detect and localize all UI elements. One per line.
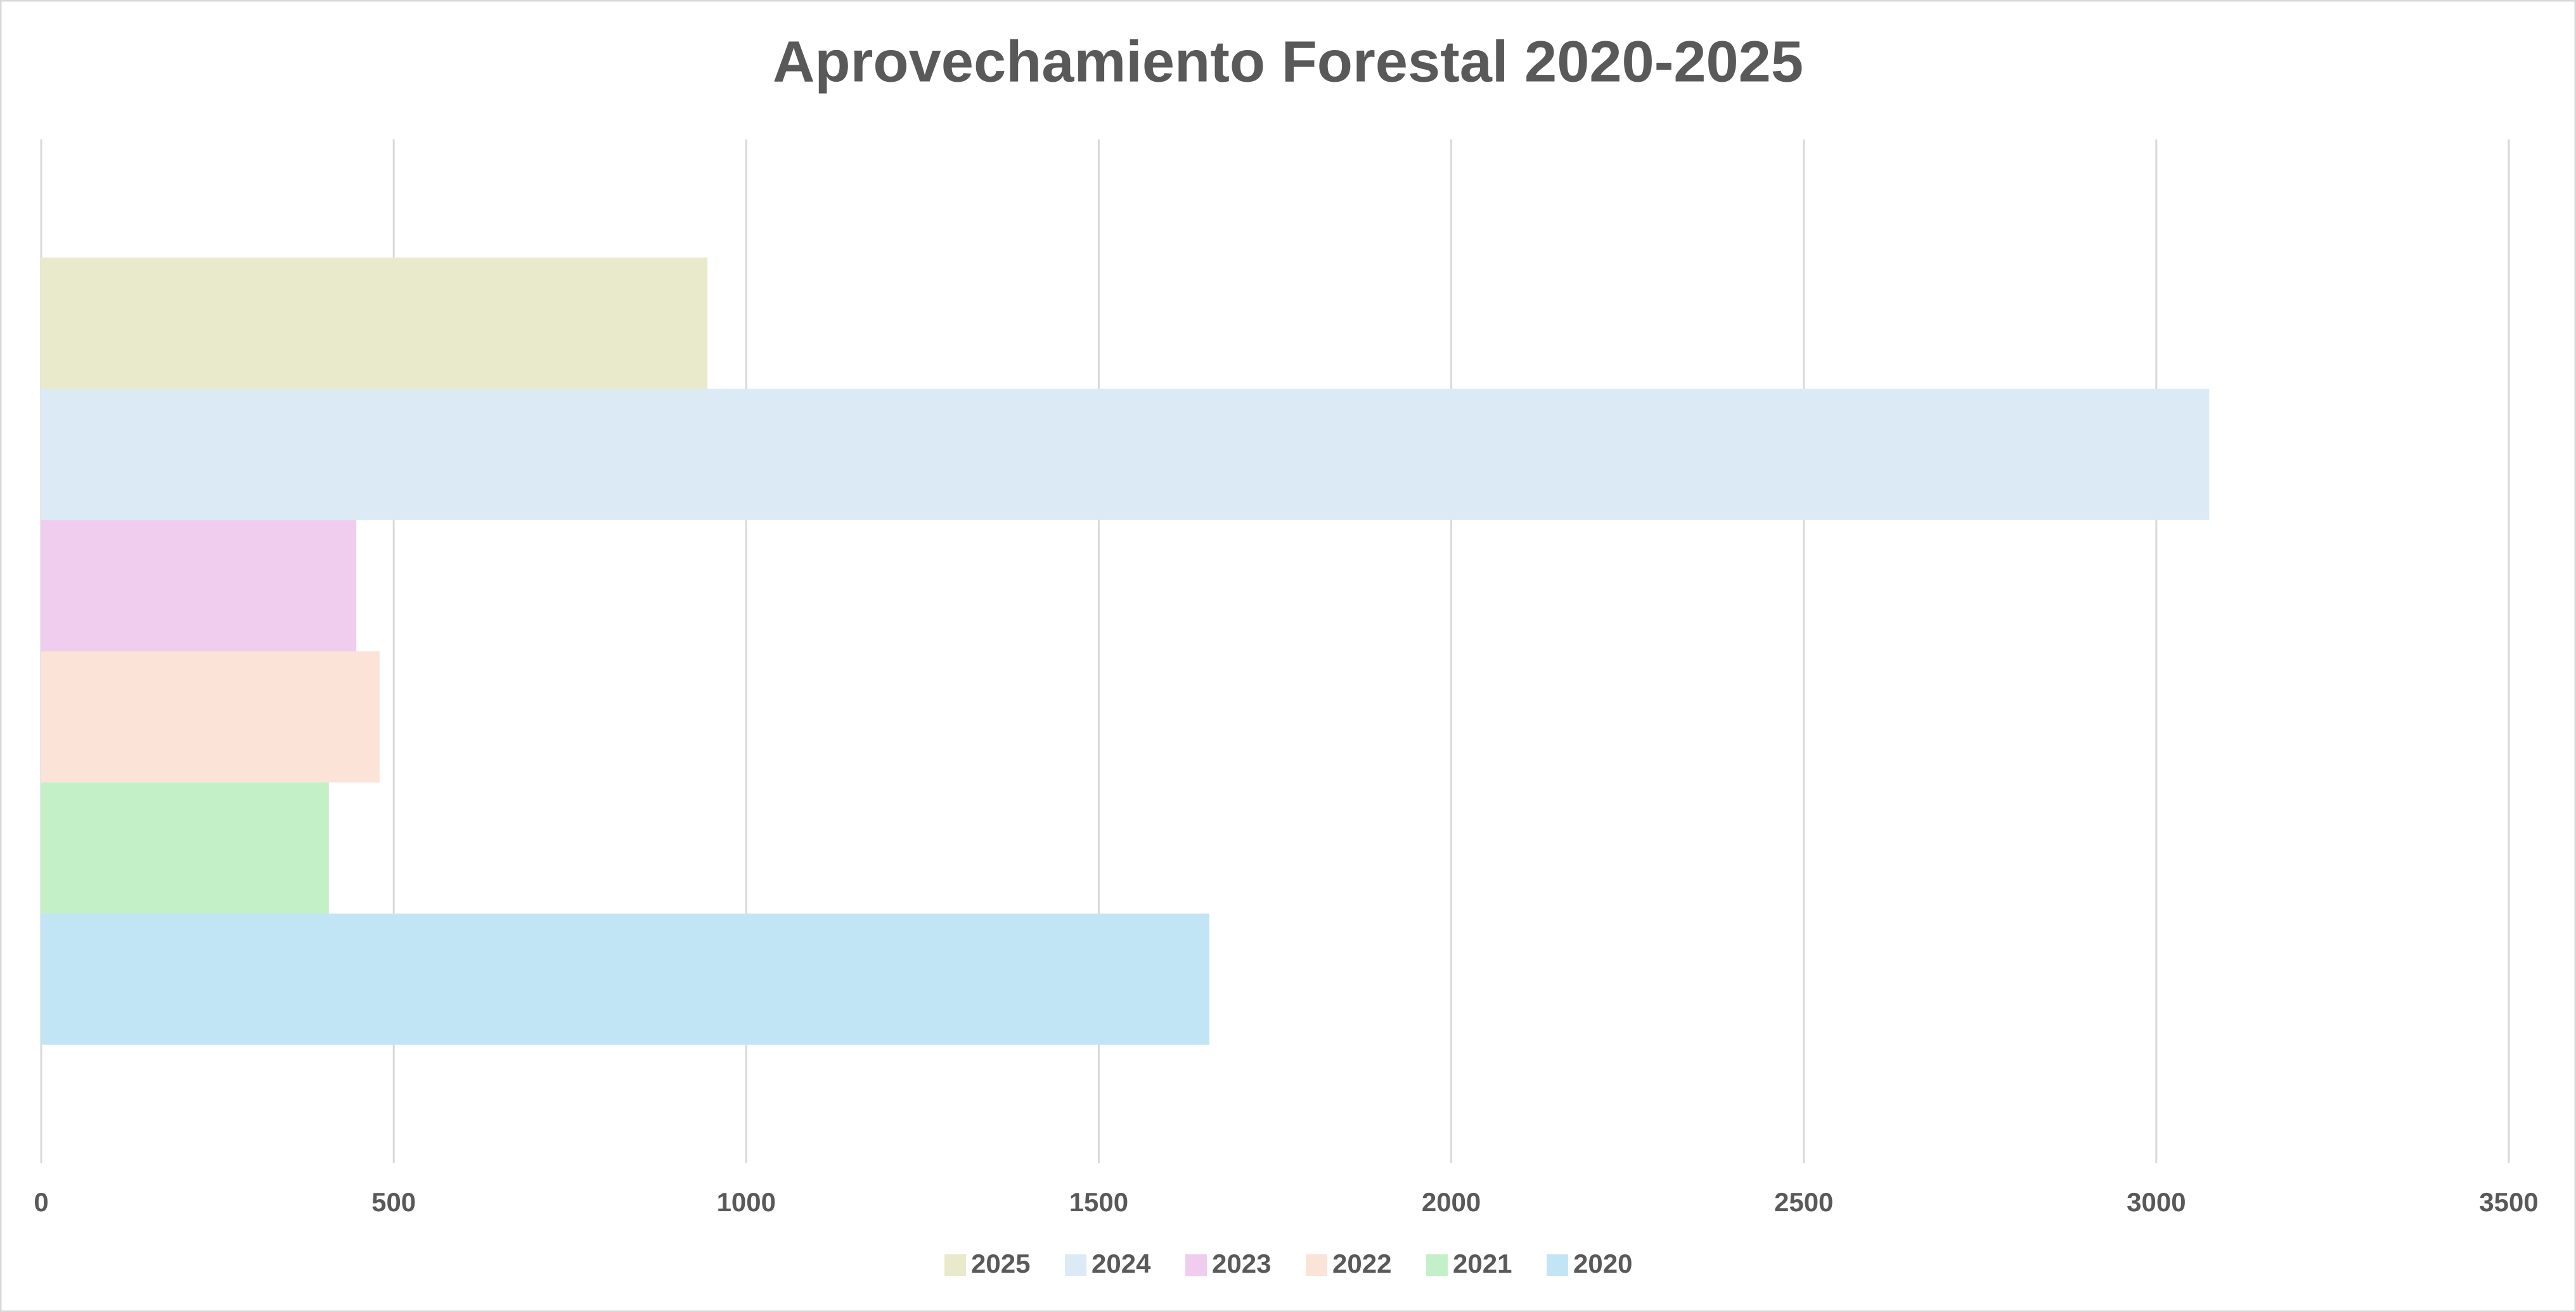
- legend-swatch: [1426, 1254, 1448, 1276]
- legend-label: 2020: [1573, 1249, 1632, 1278]
- bar: [41, 651, 380, 783]
- legend-swatch: [944, 1254, 966, 1276]
- x-tick-label: 1500: [1069, 1187, 1128, 1217]
- legend-label: 2021: [1453, 1249, 1512, 1278]
- legend-label: 2023: [1212, 1249, 1271, 1278]
- bar: [41, 257, 708, 389]
- x-tick-label: 1000: [717, 1187, 776, 1217]
- bar: [41, 389, 2210, 520]
- legend-label: 2025: [971, 1249, 1030, 1278]
- x-tick-label: 500: [371, 1187, 416, 1217]
- bar: [41, 520, 357, 652]
- chart-title: Aprovechamiento Forestal 2020-2025: [773, 29, 1803, 94]
- x-tick-label: 0: [34, 1187, 48, 1217]
- legend-swatch: [1306, 1254, 1327, 1276]
- legend-swatch: [1065, 1254, 1086, 1276]
- x-tick-label: 3000: [2127, 1187, 2186, 1217]
- legend-swatch: [1547, 1254, 1568, 1276]
- bar: [41, 913, 1210, 1045]
- x-tick-label: 3500: [2479, 1187, 2538, 1217]
- bar: [41, 782, 329, 914]
- x-tick-label: 2500: [1774, 1187, 1833, 1217]
- x-tick-label: 2000: [1422, 1187, 1481, 1217]
- legend-swatch: [1185, 1254, 1207, 1276]
- legend-label: 2022: [1332, 1249, 1391, 1278]
- legend-label: 2024: [1092, 1249, 1151, 1278]
